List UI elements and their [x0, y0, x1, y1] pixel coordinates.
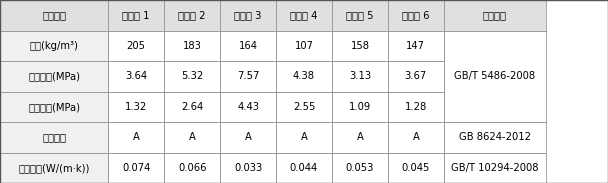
Bar — [108, 122, 164, 152]
Text: 0.044: 0.044 — [290, 163, 318, 173]
Text: 1.28: 1.28 — [405, 102, 427, 112]
Text: 密度(kg/m³): 密度(kg/m³) — [30, 41, 78, 51]
Text: 0.045: 0.045 — [402, 163, 430, 173]
Bar — [108, 92, 164, 122]
Bar — [0, 122, 108, 152]
Bar — [388, 122, 444, 152]
Text: 183: 183 — [182, 41, 202, 51]
Text: 0.053: 0.053 — [346, 163, 374, 173]
Bar — [388, 61, 444, 92]
Bar — [0, 61, 108, 92]
Bar — [164, 92, 220, 122]
Text: 参考标准: 参考标准 — [483, 10, 507, 20]
Text: 5.32: 5.32 — [181, 71, 203, 81]
Bar — [444, 0, 546, 31]
Bar — [0, 31, 108, 61]
Text: GB/T 5486-2008: GB/T 5486-2008 — [454, 71, 536, 81]
Bar — [220, 0, 276, 31]
Text: 实施例 3: 实施例 3 — [234, 10, 262, 20]
Text: 抗压强度(MPa): 抗压强度(MPa) — [28, 71, 80, 81]
Text: 3.13: 3.13 — [349, 71, 371, 81]
Text: 164: 164 — [238, 41, 258, 51]
Bar — [276, 92, 332, 122]
Text: 实施例 4: 实施例 4 — [290, 10, 318, 20]
Bar — [220, 61, 276, 92]
Text: 实施例 5: 实施例 5 — [346, 10, 374, 20]
Bar — [388, 0, 444, 31]
Bar — [164, 0, 220, 31]
Text: 147: 147 — [406, 41, 426, 51]
Bar — [332, 0, 388, 31]
Text: GB 8624-2012: GB 8624-2012 — [459, 132, 531, 142]
Text: 3.64: 3.64 — [125, 71, 147, 81]
Text: 0.074: 0.074 — [122, 163, 150, 173]
Bar — [108, 0, 164, 31]
Bar — [332, 61, 388, 92]
Text: GB/T 10294-2008: GB/T 10294-2008 — [451, 163, 539, 173]
Text: 性能指标: 性能指标 — [42, 10, 66, 20]
Bar — [276, 0, 332, 31]
Bar — [332, 152, 388, 183]
Bar — [388, 31, 444, 61]
Bar — [276, 122, 332, 152]
Text: 1.09: 1.09 — [349, 102, 371, 112]
Text: 导热系数(W/(m·k)): 导热系数(W/(m·k)) — [18, 163, 90, 173]
Bar — [0, 0, 108, 31]
Bar — [108, 31, 164, 61]
Text: 实施例 2: 实施例 2 — [178, 10, 206, 20]
Bar — [0, 92, 108, 122]
Text: 实施例 6: 实施例 6 — [402, 10, 430, 20]
Text: 抗折强度(MPa): 抗折强度(MPa) — [28, 102, 80, 112]
Bar — [444, 152, 546, 183]
Text: A: A — [300, 132, 308, 142]
Text: A: A — [133, 132, 140, 142]
Text: 4.43: 4.43 — [237, 102, 259, 112]
Text: A: A — [244, 132, 252, 142]
Text: A: A — [356, 132, 364, 142]
Bar — [332, 31, 388, 61]
Text: 107: 107 — [294, 41, 314, 51]
Text: 2.64: 2.64 — [181, 102, 203, 112]
Text: A: A — [412, 132, 420, 142]
Bar — [332, 92, 388, 122]
Bar — [220, 31, 276, 61]
Bar — [164, 31, 220, 61]
Bar — [164, 61, 220, 92]
Text: 158: 158 — [350, 41, 370, 51]
Bar — [220, 92, 276, 122]
Bar — [276, 61, 332, 92]
Bar — [276, 152, 332, 183]
Text: 2.55: 2.55 — [293, 102, 315, 112]
Bar — [444, 31, 546, 122]
Text: 燃烧性能: 燃烧性能 — [42, 132, 66, 142]
Bar — [0, 152, 108, 183]
Text: 实施例 1: 实施例 1 — [122, 10, 150, 20]
Bar — [388, 92, 444, 122]
Bar — [444, 122, 546, 152]
Text: 0.033: 0.033 — [234, 163, 262, 173]
Text: 7.57: 7.57 — [237, 71, 259, 81]
Text: 3.67: 3.67 — [405, 71, 427, 81]
Bar — [332, 122, 388, 152]
Bar — [220, 122, 276, 152]
Bar — [108, 152, 164, 183]
Text: 1.32: 1.32 — [125, 102, 147, 112]
Text: 205: 205 — [126, 41, 146, 51]
Text: 0.066: 0.066 — [178, 163, 206, 173]
Bar — [164, 122, 220, 152]
Bar — [276, 31, 332, 61]
Bar — [220, 152, 276, 183]
Bar — [164, 152, 220, 183]
Text: A: A — [188, 132, 196, 142]
Bar — [108, 61, 164, 92]
Text: 4.38: 4.38 — [293, 71, 315, 81]
Bar — [388, 152, 444, 183]
